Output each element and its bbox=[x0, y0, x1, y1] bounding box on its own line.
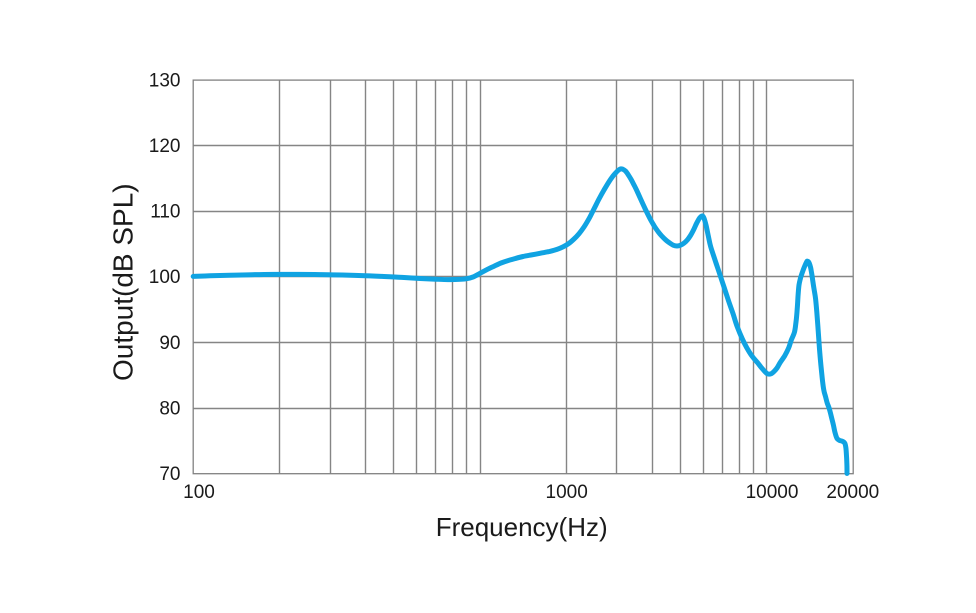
svg-text:1000: 1000 bbox=[546, 482, 588, 503]
svg-text:90: 90 bbox=[159, 333, 180, 354]
svg-text:70: 70 bbox=[159, 464, 180, 485]
svg-text:Frequency(Hz): Frequency(Hz) bbox=[436, 512, 608, 542]
svg-text:Output(dB SPL): Output(dB SPL) bbox=[108, 183, 139, 381]
svg-text:130: 130 bbox=[149, 70, 181, 91]
svg-text:110: 110 bbox=[150, 202, 180, 223]
svg-text:100: 100 bbox=[183, 482, 215, 503]
svg-text:10000: 10000 bbox=[746, 482, 799, 503]
svg-text:80: 80 bbox=[159, 398, 180, 419]
svg-text:20000: 20000 bbox=[826, 482, 879, 503]
svg-text:120: 120 bbox=[149, 136, 181, 157]
svg-text:100: 100 bbox=[149, 267, 181, 288]
